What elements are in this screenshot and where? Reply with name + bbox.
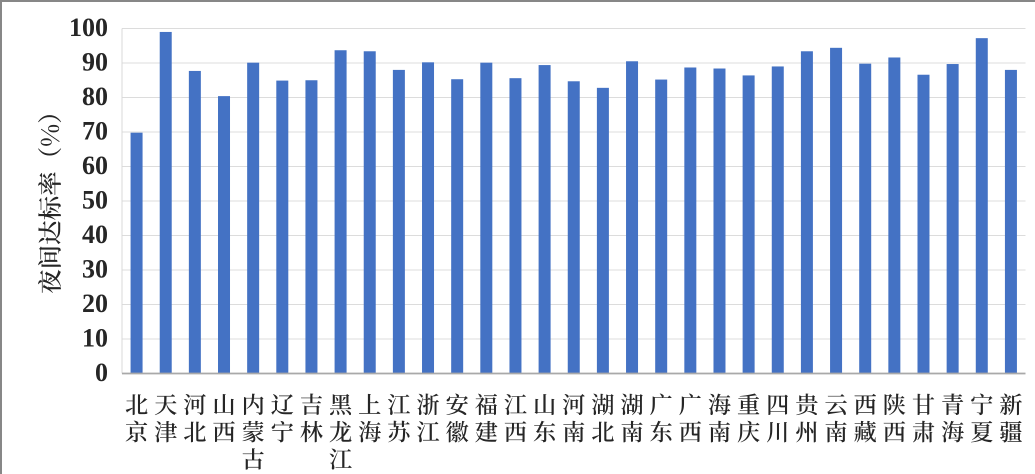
svg-text:80: 80 [82, 82, 108, 111]
svg-text:100: 100 [69, 13, 108, 42]
svg-text:60: 60 [82, 151, 108, 180]
svg-text:70: 70 [82, 117, 108, 146]
svg-text:90: 90 [82, 48, 108, 77]
svg-text:40: 40 [82, 220, 108, 249]
svg-text:0: 0 [95, 358, 108, 387]
svg-text:20: 20 [82, 289, 108, 318]
svg-text:10: 10 [82, 324, 108, 353]
svg-text:50: 50 [82, 186, 108, 215]
svg-text:30: 30 [82, 255, 108, 284]
